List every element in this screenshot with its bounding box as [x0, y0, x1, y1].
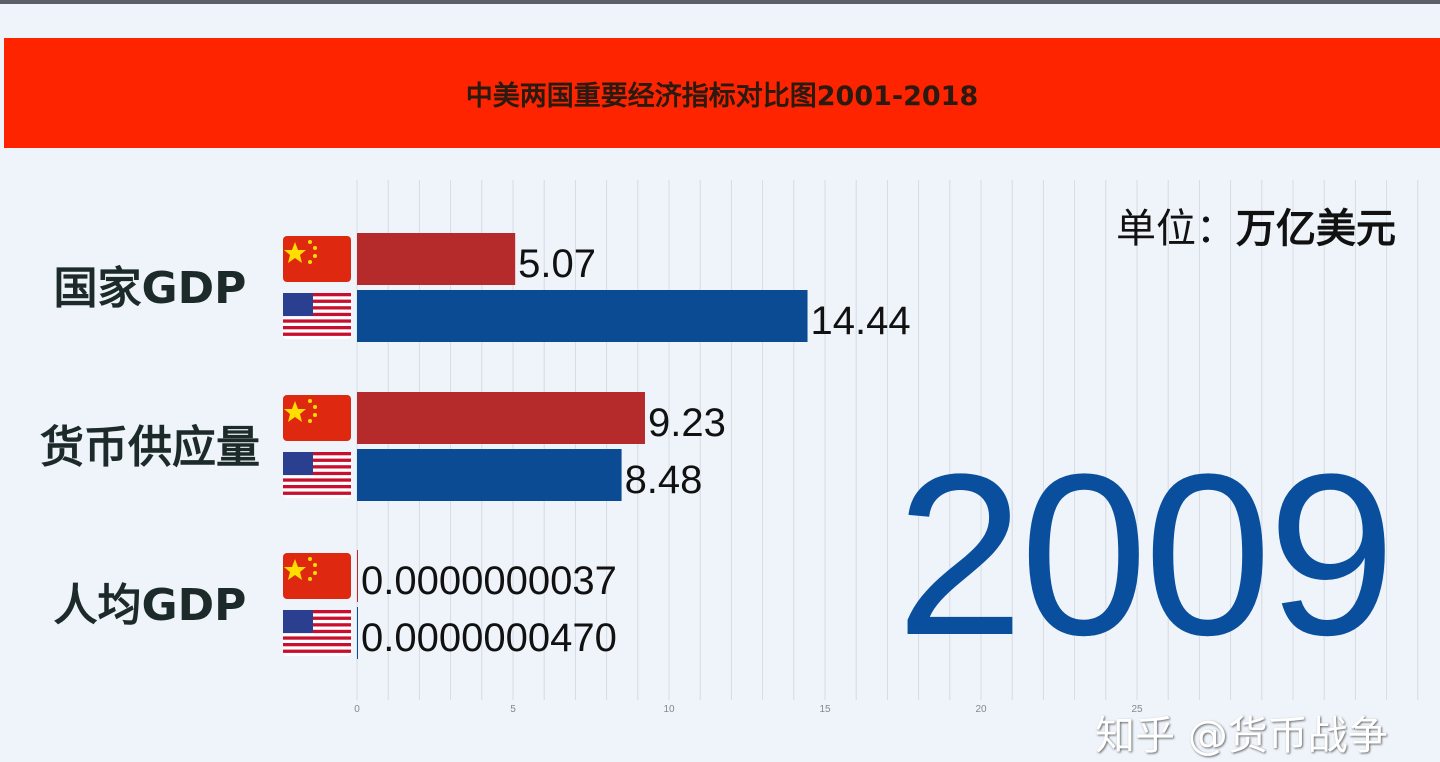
flag-stripe: [283, 491, 351, 495]
flag-small-star: [313, 563, 317, 567]
flag-stripe: [283, 319, 351, 323]
data-label: 5.07: [518, 242, 596, 286]
flag-small-star: [313, 413, 317, 417]
flag-stripe: [283, 312, 351, 317]
flag-stripe: [283, 452, 351, 456]
x-tick-label: 20: [975, 704, 987, 715]
flag-small-star: [308, 577, 312, 581]
flag-stripe: [283, 623, 351, 627]
flag-small-star: [308, 240, 312, 244]
flag-stripe: [283, 610, 351, 614]
flag-field: [283, 553, 351, 599]
flag-small-star: [313, 571, 317, 575]
bar: [357, 233, 516, 285]
flag-stripe: [283, 629, 351, 634]
usa-flag: [283, 610, 351, 656]
flag-canton: [283, 452, 313, 475]
unit-label: 单位：万亿美元: [1116, 196, 1396, 254]
data-label: 9.23: [648, 401, 726, 445]
flag-stripe: [283, 478, 351, 482]
data-label: 14.44: [811, 299, 911, 343]
category-label: 国家GDP: [54, 263, 247, 314]
title-banner: 中美两国重要经济指标对比图2001-2018: [4, 38, 1440, 148]
flag-small-star: [313, 405, 317, 409]
x-tick-label: 10: [663, 704, 675, 715]
year-label: 2009: [896, 426, 1396, 683]
flag-stripe: [283, 616, 351, 620]
flag-stripe: [283, 636, 351, 640]
data-label: 8.48: [625, 458, 703, 502]
unit-prefix: 单位：: [1116, 206, 1236, 252]
x-tick-label: 25: [1131, 704, 1143, 715]
china-flag: [283, 553, 351, 599]
flag-star: [284, 242, 306, 263]
flag-stripe: [283, 299, 351, 303]
flag-small-star: [308, 419, 312, 423]
flag-small-star: [313, 246, 317, 250]
flag-stripe: [283, 649, 351, 653]
flag-star: [284, 401, 306, 422]
category-label: 人均GDP: [54, 580, 247, 631]
flag-star: [284, 559, 306, 580]
bar: [357, 392, 645, 444]
flag-stripe: [283, 465, 351, 469]
flag-canton: [283, 610, 313, 633]
chart-title: 中美两国重要经济指标对比图2001-2018: [465, 80, 979, 112]
flag-stripe: [283, 643, 351, 647]
usa-flag: [283, 293, 351, 339]
flag-stripe: [283, 458, 351, 462]
flag-stripe: [283, 293, 351, 297]
data-label: 0.0000000037: [361, 559, 617, 603]
top-border: [0, 0, 1440, 4]
flag-stripe: [283, 485, 351, 489]
china-flag: [283, 236, 351, 282]
unit-value: 万亿美元: [1236, 206, 1396, 252]
watermark: 知乎 @货币战争: [1095, 713, 1388, 759]
flag-canton: [283, 293, 313, 316]
flag-field: [283, 395, 351, 441]
x-tick-label: 0: [354, 704, 360, 715]
category-label: 货币供应量: [40, 422, 260, 473]
flag-small-star: [308, 260, 312, 264]
flag-small-star: [313, 254, 317, 258]
bar: [357, 550, 358, 602]
usa-flag: [283, 452, 351, 498]
flag-stripe: [283, 332, 351, 336]
flag-small-star: [308, 557, 312, 561]
x-tick-label: 15: [819, 704, 831, 715]
x-tick-label: 5: [510, 704, 516, 715]
china-flag: [283, 395, 351, 441]
bar: [357, 290, 808, 342]
flag-stripe: [283, 471, 351, 476]
bar: [357, 449, 622, 501]
flag-stripe: [283, 326, 351, 330]
flag-small-star: [308, 399, 312, 403]
flag-stripe: [283, 306, 351, 310]
flag-field: [283, 236, 351, 282]
data-label: 0.0000000470: [361, 616, 617, 660]
bar: [357, 607, 358, 659]
